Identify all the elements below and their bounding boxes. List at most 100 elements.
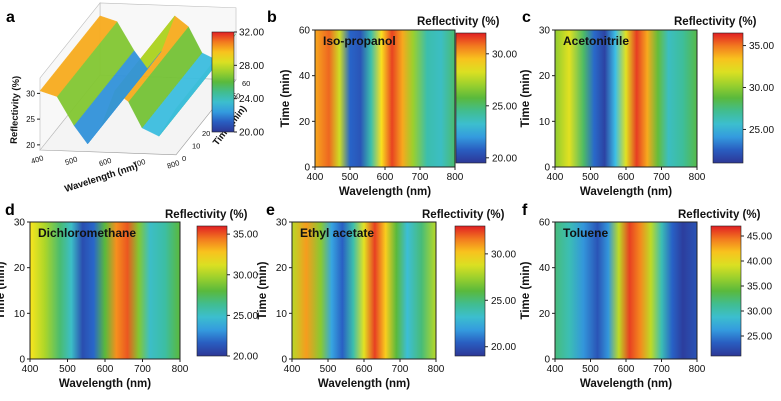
- panel-f: 400 500 600 700 800 0 20 40 60 Wavelength (nm) Tim…: [520, 202, 772, 390]
- y-tick-label: 0: [19, 355, 25, 366]
- heatmap-area: [555, 30, 697, 167]
- x-axis-label: Wavelength (nm): [318, 378, 410, 390]
- heatmap-area: [292, 222, 436, 359]
- panel-letter: d: [5, 202, 15, 219]
- x-tick-label: 700: [412, 172, 429, 183]
- y-tick-label: 10: [192, 141, 200, 150]
- x-tick-label: 500: [342, 172, 359, 183]
- y-tick-label: 60: [242, 79, 250, 88]
- x-tick-label: 800: [166, 158, 181, 170]
- x-tick-label: 400: [30, 153, 45, 165]
- x-tick-label: 600: [618, 172, 635, 183]
- x-tick-label: 400: [547, 364, 564, 375]
- colorbar-tick-label: 25.00: [233, 311, 258, 322]
- heatmap-area: [555, 222, 697, 359]
- y-axis-label: Time (min): [257, 261, 269, 319]
- colorbar-tick-label: 24.00: [239, 94, 264, 105]
- colorbar-tick-label: 30.00: [491, 249, 516, 260]
- colorbar-tick-label: 20.00: [492, 153, 517, 164]
- colorbar-tick-label: 45.00: [747, 232, 772, 243]
- panel-e: 400 500 600 700 800 0 10 20 30 Wavelength (nm) Tim…: [257, 202, 516, 390]
- x-tick-label: 800: [447, 172, 464, 183]
- solvent-label: Ethyl acetate: [300, 226, 374, 240]
- colorbar-tick-label: 20.00: [491, 342, 516, 353]
- y-tick-label: 20: [539, 309, 551, 320]
- y-tick-label: 20: [14, 263, 26, 274]
- colorbar-tick-label: 25.00: [749, 125, 774, 136]
- y-axis-label: Time (min): [520, 261, 532, 319]
- x-tick-label: 500: [582, 364, 599, 375]
- x-tick-label: 700: [134, 364, 151, 375]
- x-tick-label: 600: [356, 364, 373, 375]
- colorbar: [196, 225, 228, 357]
- y-axis-label: Time (min): [520, 69, 532, 127]
- y-tick-label: 60: [299, 26, 311, 37]
- colorbar: [211, 31, 235, 133]
- x-tick-label: 500: [59, 364, 76, 375]
- colorbar-tick-label: 20.00: [239, 128, 264, 139]
- y-tick-label: 10: [539, 117, 551, 128]
- y-axis-label: Time (min): [280, 69, 292, 127]
- z-tick-label: 25: [26, 115, 35, 124]
- heatmap-area: [315, 30, 455, 167]
- y-tick-label: 30: [539, 26, 551, 37]
- colorbar-tick-label: 25.00: [747, 332, 772, 343]
- x-tick-label: 800: [428, 364, 445, 375]
- colorbar-tick-label: 30.00: [233, 270, 258, 281]
- y-tick-label: 30: [14, 218, 26, 229]
- colorbar: [712, 32, 744, 164]
- z-tick-label: 20: [26, 141, 35, 150]
- x-tick-label: 400: [307, 172, 324, 183]
- panel-c: 400 500 600 700 800 0 10 20 30 Wavelength (nm) Tim…: [520, 9, 774, 198]
- x-tick-label: 700: [132, 157, 147, 169]
- z-tick-label: 30: [26, 89, 35, 98]
- solvent-label: Dichloromethane: [38, 226, 136, 240]
- solvent-label: Toluene: [563, 226, 608, 240]
- x-tick-label: 800: [172, 364, 189, 375]
- y-tick-label: 60: [539, 218, 551, 229]
- x-tick-label: 600: [377, 172, 394, 183]
- colorbar-title: Reflectivity (%): [422, 209, 505, 221]
- colorbar-title: Reflectivity (%): [417, 16, 500, 28]
- x-tick-label: 700: [392, 364, 409, 375]
- x-tick-label: 600: [618, 364, 635, 375]
- colorbar-tick-label: 35.00: [747, 282, 772, 293]
- x-tick-label: 600: [98, 156, 113, 168]
- y-tick-label: 10: [276, 309, 288, 320]
- z-axis-label: Reflectivity (%): [9, 76, 22, 144]
- y-tick-label: 20: [276, 263, 288, 274]
- colorbar-title: Reflectivity (%): [674, 16, 757, 28]
- y-tick-label: 0: [281, 355, 287, 366]
- y-tick-label: 40: [299, 71, 311, 82]
- x-tick-label: 500: [64, 155, 79, 167]
- x-tick-label: 500: [320, 364, 337, 375]
- x-tick-label: 500: [582, 172, 599, 183]
- colorbar-title: Reflectivity (%): [165, 209, 248, 221]
- surface-strip: [39, 15, 118, 97]
- x-axis-label: Wavelength (nm): [59, 378, 151, 390]
- y-tick-label: 20: [202, 129, 210, 138]
- x-tick-label: 800: [689, 364, 706, 375]
- x-tick-label: 400: [284, 364, 301, 375]
- colorbar: [454, 225, 486, 357]
- x-tick-label: 400: [547, 172, 564, 183]
- panel-letter: c: [522, 9, 531, 26]
- y-tick-label: 0: [544, 163, 550, 174]
- x-axis-label: Wavelength (nm): [580, 186, 672, 198]
- y-axis-label: Time (min): [0, 261, 7, 319]
- y-tick-label: 40: [539, 263, 551, 274]
- colorbar-tick-label: 30.00: [492, 49, 517, 60]
- colorbar-tick-label: 30.00: [747, 307, 772, 318]
- x-axis-label: Wavelength (nm): [339, 186, 431, 198]
- y-tick-label: 30: [276, 218, 288, 229]
- solvent-label: Iso-propanol: [323, 34, 396, 48]
- colorbar-tick-label: 32.00: [239, 28, 264, 39]
- panel-b: 400 500 600 700 800 0 20 40 60 Wavelength (nm) Tim…: [267, 9, 517, 198]
- panel-letter: b: [267, 9, 277, 26]
- x-tick-label: 800: [689, 172, 706, 183]
- x-tick-label: 400: [22, 364, 39, 375]
- panel-letter: f: [522, 202, 528, 219]
- panel-a: a2025304005006007008000102030405060Wavel…: [6, 2, 264, 195]
- heatmap-area: [30, 222, 180, 359]
